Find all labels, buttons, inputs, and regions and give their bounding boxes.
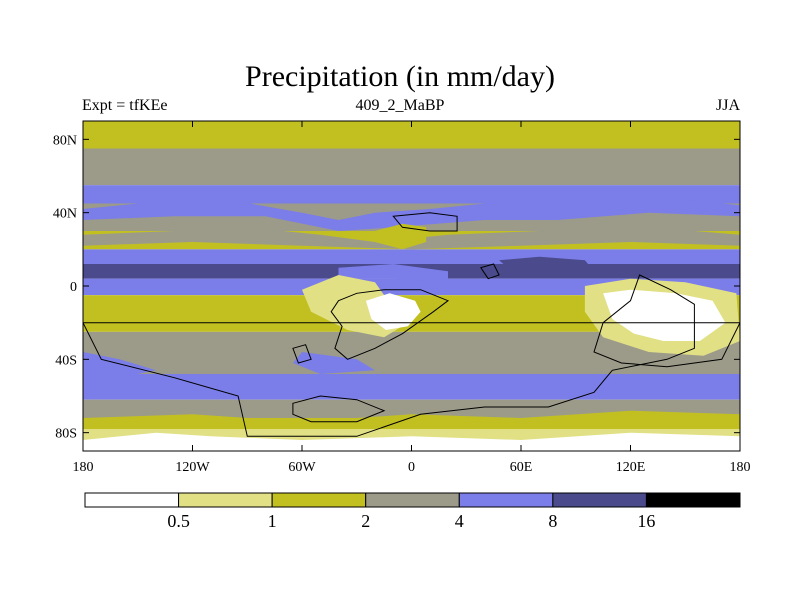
precip-region-1	[83, 227, 740, 250]
colorbar-swatch-4	[458, 492, 554, 508]
y-tick-label-2: 0	[70, 280, 77, 295]
precip-band-7	[83, 278, 740, 296]
precip-band-11	[83, 399, 740, 418]
season-label: JJA	[715, 97, 740, 114]
colorbar-swatch-2	[271, 492, 367, 508]
colorbar-label-2: 2	[361, 511, 370, 531]
chart-title: Precipitation (in mm/day)	[245, 60, 555, 93]
x-tick-label-3: 0	[408, 460, 415, 475]
y-tick-label-4: 80S	[55, 427, 77, 442]
precip-band-13	[83, 429, 740, 440]
x-tick-label-6: 180	[730, 460, 751, 475]
x-tick-label-5: 120E	[616, 460, 646, 475]
colorbar-label-3: 4	[455, 511, 464, 531]
y-tick-label-3: 40S	[55, 353, 77, 368]
colorbar-swatch-6	[645, 492, 741, 508]
colorbar-label-4: 8	[548, 511, 557, 531]
colorbar-label-0: 0.5	[167, 511, 190, 531]
precip-region-7	[365, 293, 421, 330]
precip-region-0	[83, 194, 740, 231]
y-tick-label-0: 80N	[53, 133, 77, 148]
y-tick-label-1: 40N	[53, 207, 77, 222]
colorbar-swatch-0	[84, 492, 180, 508]
landmass-outline-0	[83, 274, 740, 437]
colorbar-swatch-3	[365, 492, 460, 508]
axes: 180 120W 60W 0 60E 120E 180 80N 40N 0 40S 80S	[53, 121, 751, 475]
landmass-outline-1	[330, 289, 450, 360]
colorbar-swatch-1	[178, 492, 273, 508]
precip-band-10	[83, 374, 740, 400]
precip-region-4	[338, 264, 448, 283]
landmass-outline-3	[392, 212, 458, 232]
precip-band-1	[83, 148, 740, 186]
colorbar: 0.5 1 2 4 8 16	[84, 492, 741, 531]
x-tick-label-1: 120W	[175, 460, 210, 475]
precip-region-2	[375, 223, 427, 250]
colorbar-swatch-5	[552, 492, 647, 508]
period-label: 409_2_MaBP	[355, 97, 445, 114]
colorbar-label-1: 1	[268, 511, 277, 531]
x-tick-label-4: 60E	[510, 460, 533, 475]
precip-region-12	[292, 352, 375, 374]
landmass-outline-5	[292, 395, 386, 423]
x-tick-label-0: 180	[73, 460, 94, 475]
x-tick-label-2: 60W	[288, 460, 316, 475]
precip-region-3	[499, 256, 594, 275]
colorbar-label-5: 16	[637, 511, 655, 531]
landmass-outline-4	[480, 263, 500, 280]
landmass-outline-2	[292, 344, 312, 364]
experiment-label: Expt = tfKEe	[82, 97, 168, 114]
precip-region-13	[83, 410, 740, 429]
precip-region-14	[83, 432, 740, 451]
precip-band-5	[83, 249, 740, 264]
plot-area	[83, 121, 740, 451]
coastline-layer	[83, 212, 740, 437]
